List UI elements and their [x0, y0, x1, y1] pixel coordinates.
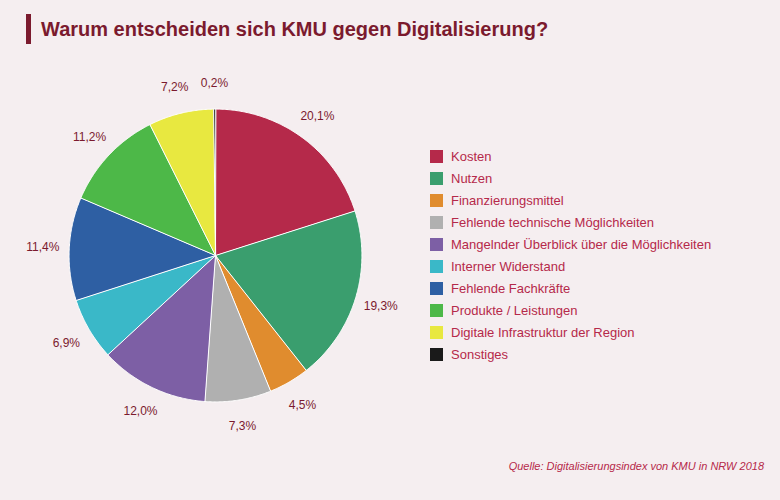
html-text:Quelle: Digitalisierungsindex: Quelle: Digitalisierungsindex von KMU in…	[508, 460, 764, 472]
html-text:Sonstiges: Sonstiges	[451, 346, 509, 362]
html-text:Digitale Infrastruktur der Reg: Digitale Infrastruktur der Region	[451, 324, 635, 340]
svg-text:7,3%: 7,3%	[229, 419, 257, 433]
svg-text:0,2%: 0,2%	[201, 76, 229, 90]
svg-text:4,5%: 4,5%	[289, 398, 317, 412]
html-text:Nutzen: Nutzen	[451, 170, 493, 186]
svg-text:7,2%: 7,2%	[161, 80, 189, 94]
html-text:Kosten: Kosten	[451, 148, 492, 164]
html-text:Fehlende technische Möglichkei: Fehlende technische Möglichkeiten	[451, 214, 655, 230]
html-text:Warum entscheiden sich KMU geg: Warum entscheiden sich KMU gegen Digital…	[41, 18, 549, 40]
html-text:Mangelnder Überblick über die: Mangelnder Überblick über die Möglichkei…	[451, 236, 712, 252]
svg-text:20,1%: 20,1%	[300, 109, 334, 123]
html-text:Finanzierungsmittel: Finanzierungsmittel	[451, 192, 564, 208]
html-text:Interner Widerstand: Interner Widerstand	[451, 258, 566, 274]
svg-text:11,2%: 11,2%	[73, 130, 106, 144]
svg-text:6,9%: 6,9%	[53, 336, 81, 350]
html-text:Fehlende Fachkräfte: Fehlende Fachkräfte	[451, 280, 571, 296]
html-text:Produkte / Leistungen: Produkte / Leistungen	[451, 302, 578, 318]
svg-text:11,4%: 11,4%	[26, 240, 59, 254]
svg-text:12,0%: 12,0%	[124, 404, 158, 418]
svg-text:19,3%: 19,3%	[364, 299, 398, 313]
